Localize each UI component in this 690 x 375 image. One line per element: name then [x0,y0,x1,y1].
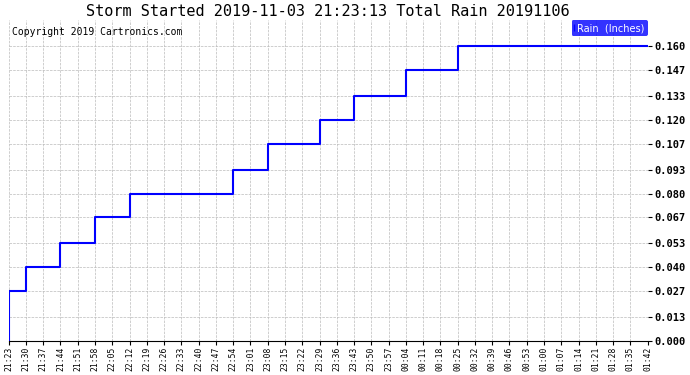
Title: Storm Started 2019-11-03 21:23:13 Total Rain 20191106: Storm Started 2019-11-03 21:23:13 Total … [86,4,570,19]
Legend: Rain  (Inches): Rain (Inches) [571,20,648,36]
Text: Copyright 2019 Cartronics.com: Copyright 2019 Cartronics.com [12,27,182,37]
